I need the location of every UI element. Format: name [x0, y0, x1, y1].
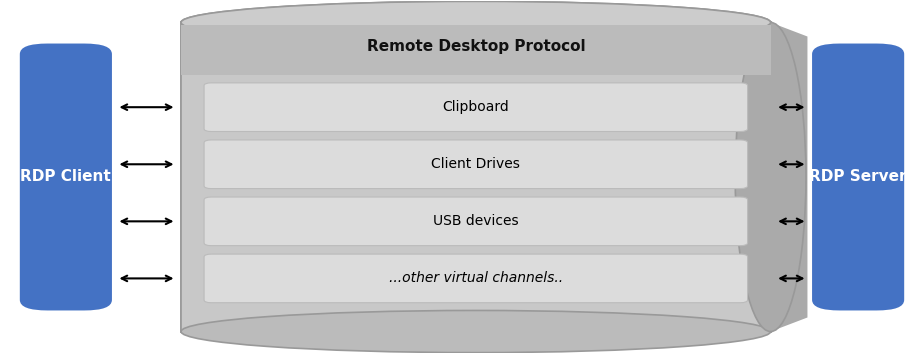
FancyBboxPatch shape [19, 44, 112, 310]
FancyBboxPatch shape [181, 22, 771, 332]
FancyBboxPatch shape [204, 140, 748, 189]
Ellipse shape [181, 310, 771, 353]
FancyBboxPatch shape [204, 254, 748, 303]
Text: Client Drives: Client Drives [432, 157, 520, 171]
Ellipse shape [736, 22, 806, 332]
Text: ...other virtual channels..: ...other virtual channels.. [389, 272, 563, 285]
Polygon shape [771, 22, 808, 332]
Text: RDP Server: RDP Server [809, 170, 906, 184]
FancyBboxPatch shape [204, 83, 748, 132]
Polygon shape [181, 22, 771, 332]
FancyBboxPatch shape [204, 197, 748, 246]
Ellipse shape [181, 1, 771, 44]
Text: Clipboard: Clipboard [443, 100, 509, 114]
Text: Remote Desktop Protocol: Remote Desktop Protocol [367, 39, 585, 54]
Text: RDP Client: RDP Client [20, 170, 111, 184]
Text: USB devices: USB devices [433, 214, 518, 228]
Polygon shape [181, 24, 771, 75]
FancyBboxPatch shape [812, 44, 905, 310]
Ellipse shape [181, 1, 771, 44]
